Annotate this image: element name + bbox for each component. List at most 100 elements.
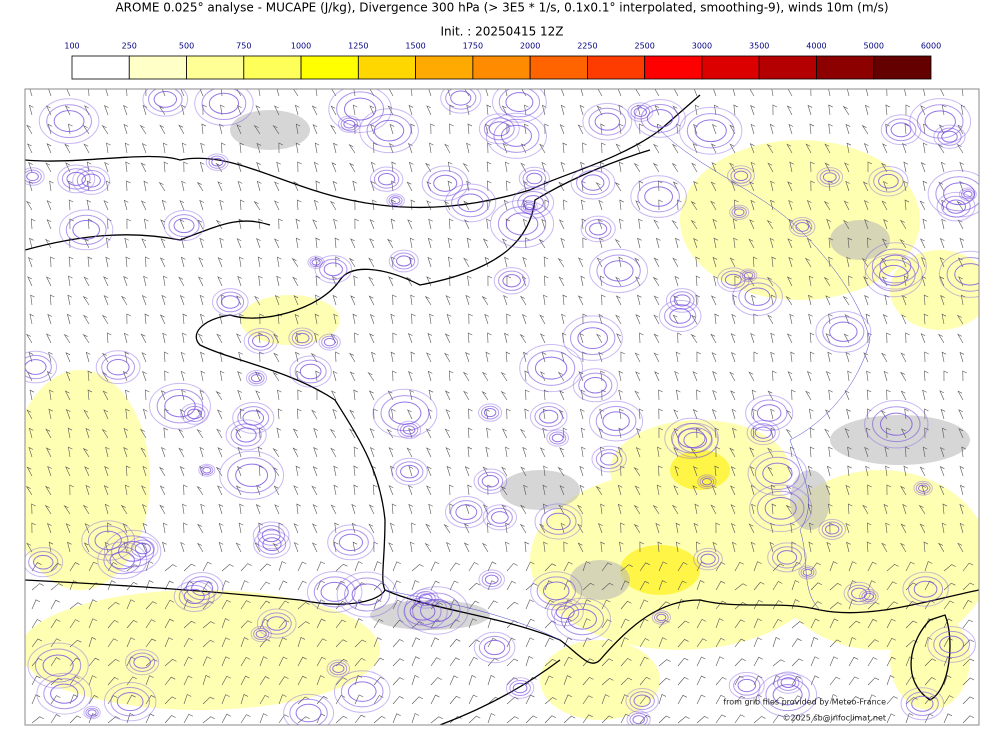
wind-barb bbox=[123, 541, 128, 553]
wind-barb bbox=[805, 390, 812, 401]
wind-barb bbox=[941, 522, 947, 534]
wind-barb bbox=[676, 123, 681, 135]
contour bbox=[640, 104, 680, 133]
wind-barb bbox=[45, 333, 52, 344]
wind-barb bbox=[427, 370, 433, 382]
contour bbox=[477, 471, 504, 491]
wind-barb bbox=[88, 637, 97, 648]
contour bbox=[863, 592, 875, 601]
contour bbox=[686, 113, 735, 149]
wind-barb bbox=[272, 447, 280, 458]
wind-barb bbox=[582, 313, 588, 325]
contour bbox=[59, 209, 114, 251]
wind-barb bbox=[354, 639, 367, 648]
contour bbox=[905, 691, 939, 717]
contour bbox=[540, 508, 577, 535]
wind-barb bbox=[180, 89, 185, 97]
wind-barb bbox=[126, 713, 135, 724]
wind-barb bbox=[579, 408, 585, 420]
wind-barb bbox=[939, 390, 945, 401]
wind-barb bbox=[296, 503, 301, 515]
wind-barb bbox=[922, 180, 928, 192]
wind-barb bbox=[734, 658, 747, 667]
wind-barb bbox=[26, 466, 33, 477]
contour bbox=[878, 264, 909, 286]
wind-barb bbox=[334, 237, 340, 249]
contour bbox=[551, 601, 580, 623]
contour bbox=[570, 165, 616, 200]
contour bbox=[261, 528, 281, 543]
colorbar-box bbox=[816, 55, 875, 80]
contour bbox=[569, 321, 616, 355]
wind-barb bbox=[829, 694, 838, 705]
contour bbox=[772, 684, 803, 706]
contour bbox=[915, 482, 931, 494]
wind-barb bbox=[351, 503, 357, 515]
wind-barb bbox=[810, 562, 821, 572]
wind-barb bbox=[941, 427, 947, 439]
wind-barb bbox=[713, 237, 719, 249]
wind-barb bbox=[577, 124, 584, 135]
wind-barb bbox=[770, 408, 775, 420]
contour bbox=[553, 597, 612, 641]
wind-barb bbox=[959, 237, 965, 249]
wind-barb bbox=[599, 275, 605, 287]
contour bbox=[584, 219, 612, 239]
contour bbox=[589, 400, 644, 442]
wind-barb bbox=[161, 294, 167, 306]
contour bbox=[595, 449, 623, 469]
wind-barb bbox=[297, 621, 310, 629]
wind-barb bbox=[770, 427, 776, 439]
wind-barb bbox=[123, 332, 129, 344]
wind-barb bbox=[69, 602, 82, 610]
wind-barb bbox=[449, 104, 455, 116]
wind-barb bbox=[107, 218, 112, 230]
wind-barb bbox=[199, 89, 204, 97]
wind-barb bbox=[215, 162, 223, 173]
wind-barb bbox=[368, 257, 375, 268]
wind-barb bbox=[672, 314, 679, 325]
wind-barb bbox=[125, 408, 130, 420]
wind-barb bbox=[652, 504, 660, 515]
wind-barb bbox=[505, 89, 508, 97]
wind-barb bbox=[143, 180, 149, 192]
contour bbox=[289, 698, 328, 725]
contour bbox=[127, 536, 159, 561]
wind-barb bbox=[180, 237, 186, 249]
wind-barb bbox=[221, 89, 223, 97]
wind-barb bbox=[675, 351, 681, 363]
wind-barb bbox=[862, 181, 869, 192]
wind-barb bbox=[28, 104, 34, 116]
wind-barb bbox=[164, 408, 169, 420]
wind-barb bbox=[67, 427, 73, 439]
wind-barb bbox=[920, 333, 926, 344]
wind-barb bbox=[49, 389, 54, 401]
wind-barb bbox=[600, 541, 605, 553]
wind-barb bbox=[392, 713, 401, 724]
wind-barb bbox=[506, 563, 518, 572]
wind-barb bbox=[391, 408, 396, 420]
colorbar-label: 250 bbox=[122, 42, 137, 51]
wind-barb bbox=[487, 142, 492, 154]
wind-barb bbox=[506, 180, 511, 192]
wind-barb bbox=[539, 523, 546, 534]
wind-barb bbox=[920, 162, 926, 173]
wind-barb bbox=[902, 143, 907, 154]
contour bbox=[142, 89, 189, 117]
contour bbox=[347, 681, 377, 702]
wind-barb bbox=[240, 600, 251, 610]
wind-barb bbox=[239, 256, 244, 268]
wind-barb bbox=[563, 694, 573, 705]
wind-barb bbox=[899, 542, 907, 553]
wind-barb bbox=[943, 618, 953, 629]
contour bbox=[699, 476, 715, 488]
wind-barb bbox=[809, 351, 815, 363]
wind-barb bbox=[179, 466, 185, 477]
contour bbox=[402, 425, 416, 435]
wind-barb bbox=[140, 447, 147, 458]
wind-barb bbox=[560, 161, 566, 173]
wind-barb bbox=[842, 295, 850, 306]
wind-barb bbox=[65, 162, 71, 173]
wind-barb bbox=[788, 199, 793, 211]
wind-barb bbox=[753, 351, 759, 363]
